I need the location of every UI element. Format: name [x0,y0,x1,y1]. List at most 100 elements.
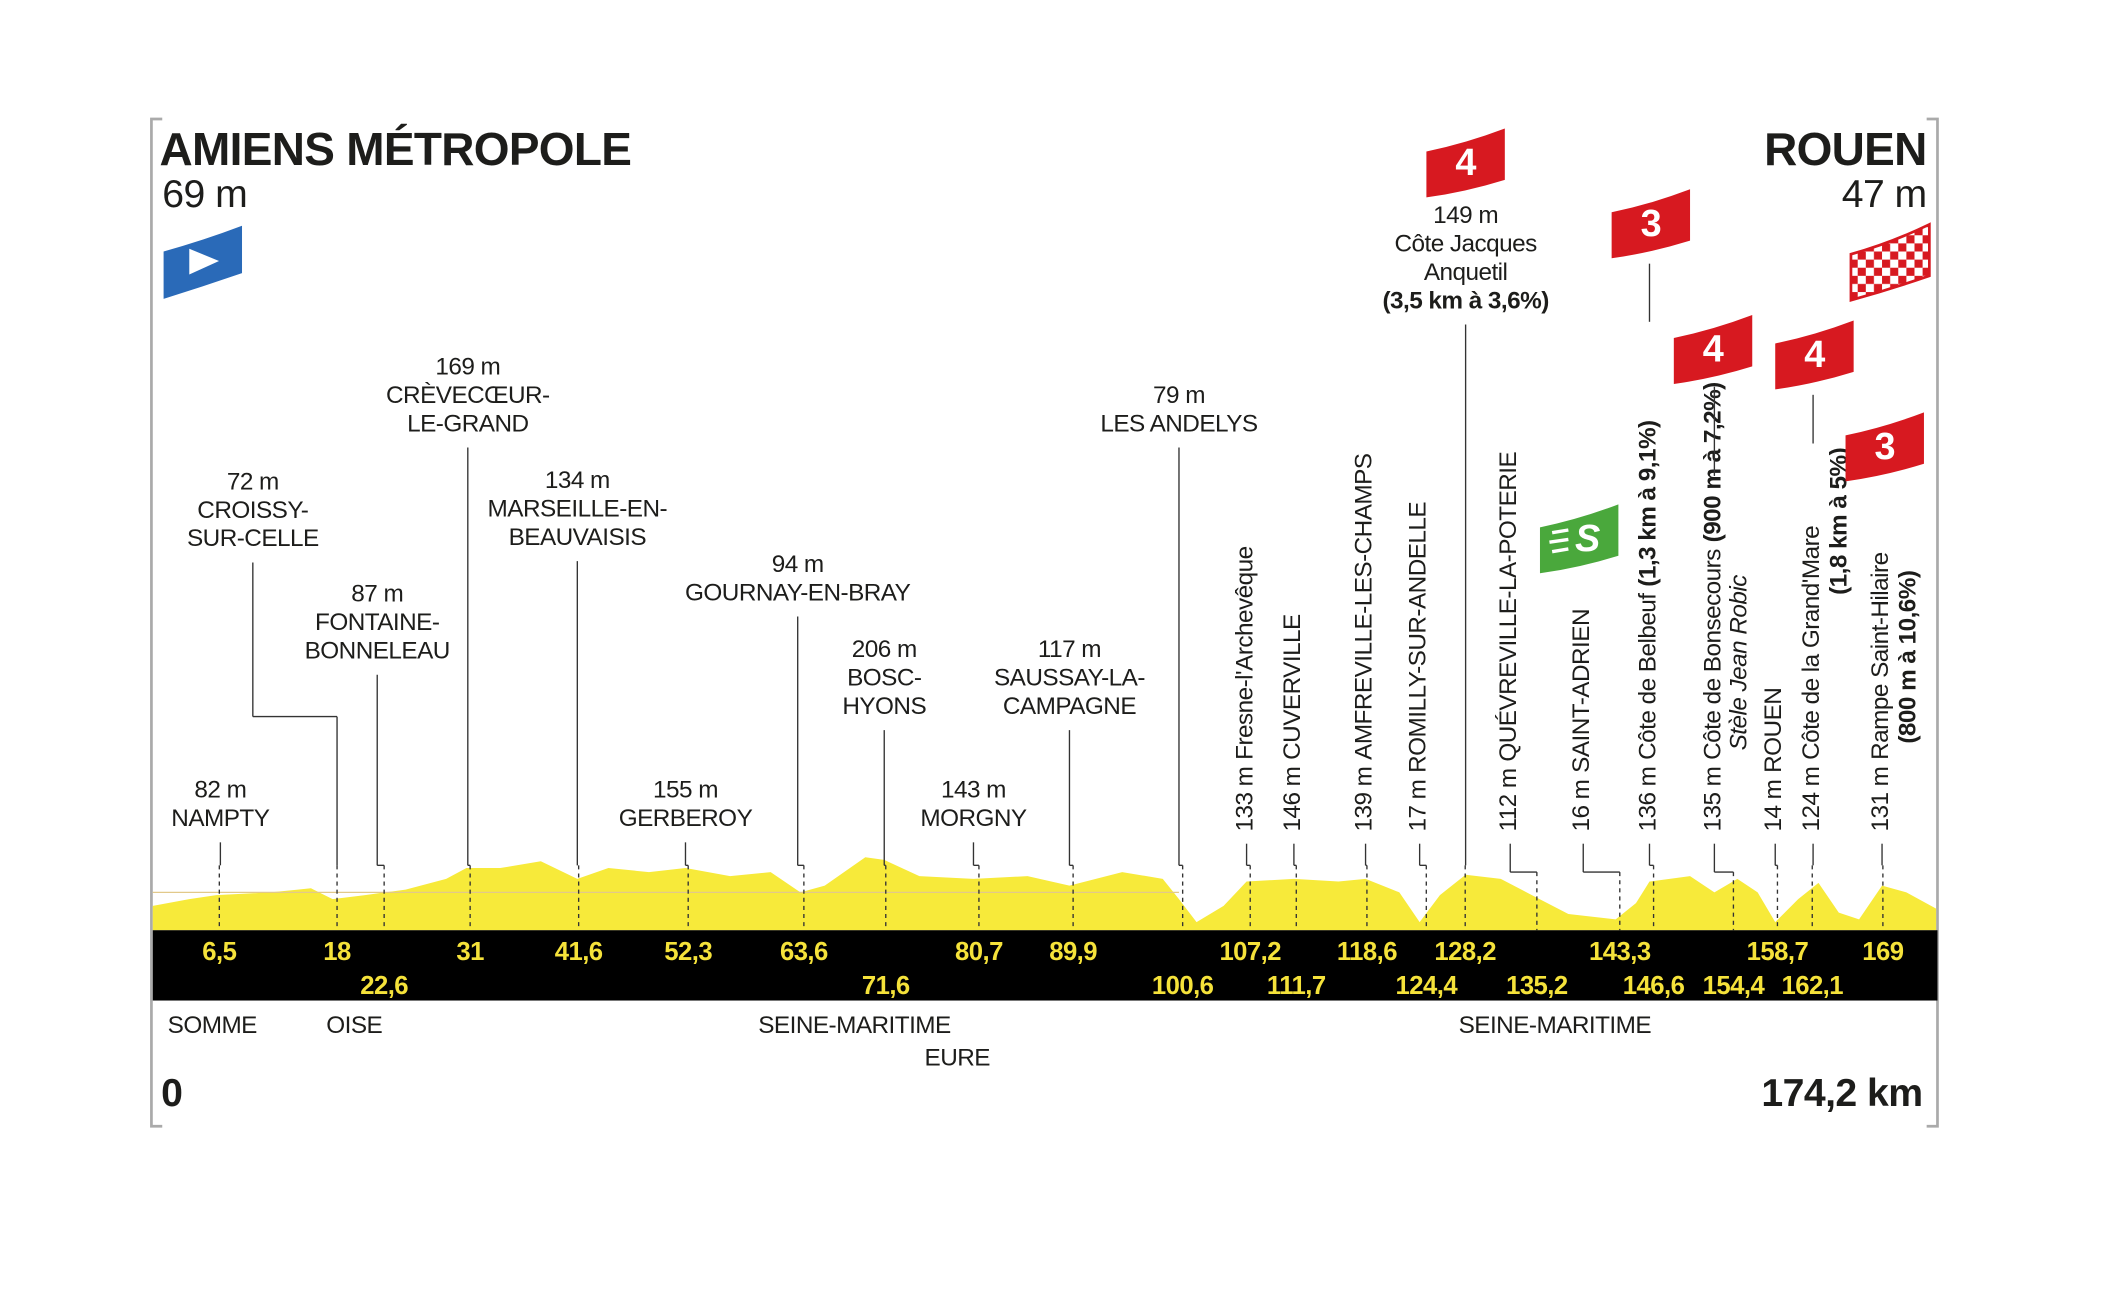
waypoint-altitude: 135 m [1700,767,1727,832]
waypoint-label: 146 m CUVERVILLE [1279,614,1306,832]
waypoint-name: ROUEN [1761,688,1788,773]
waypoint-name: BONNELEAU [305,637,450,664]
vertical-label: 136 m Côte de Belbeuf (1,3 km à 9,1%) [1635,420,1662,831]
waypoint-name: Fresne-l'Archevêque [1232,546,1259,759]
badge-flag [1611,189,1691,259]
vertical-label: 124 mCôte de la Grand'Mare(1,8 km à 5%) [1799,448,1853,832]
badge-label: S [1575,518,1600,560]
waypoint-altitude: 112 m [1496,768,1523,831]
waypoint-name: Côte de Bonsecours [1700,549,1727,760]
start-flag [163,225,243,299]
climb-badge: 4 [1775,320,1854,390]
waypoint-altitude: 17 m [1405,780,1432,832]
vertical-label: 146 m CUVERVILLE [1279,614,1306,832]
waypoint-name: Côte de la Grand'Mare [1799,526,1826,760]
badge-flag [1673,315,1753,384]
speed-line [1551,547,1569,554]
department-label: SEINE-MARITIME [758,1012,951,1039]
climb-detail: (3,5 km à 3,6%) [1382,287,1548,314]
vertical-label: 14 m ROUEN [1761,688,1788,832]
vertical-label: 133 m Fresne-l'Archevêque [1232,546,1259,831]
frame [150,117,1939,1128]
climb-detail: (900 m à 7,2%) [1700,382,1727,542]
vertical-label: 131 m Rampe Saint-Hilaire (800 m à 10,6%) [1867,552,1921,831]
department-label: OISE [326,1012,382,1039]
start-km: 0 [161,1072,182,1115]
waypoint-label: 17 m ROMILLY-SUR-ANDELLE [1405,502,1432,832]
km-label: 162,1 [1781,972,1843,1000]
badge-flag [1426,128,1505,198]
km-label: 169 [1862,938,1903,966]
climb-note: Stèle Jean Robic [1725,575,1752,751]
waypoint-label: 139 m AMFREVILLE-LES-CHAMPS [1351,453,1378,831]
waypoint-name: Côte de Belbeuf [1635,593,1662,760]
badge-flag [1845,412,1924,482]
waypoint-altitude: 133 m [1232,767,1259,832]
km-label: 71,6 [862,972,910,1000]
km-label: 100,6 [1152,972,1214,1000]
sprint-badge: S [1539,504,1619,574]
waypoint-altitude: 131 m [1867,767,1894,832]
waypoint-altitude: 206 m [852,636,917,663]
km-label: 124,4 [1396,972,1459,1000]
waypoint-name: HYONS [842,693,926,720]
waypoint-altitude: 117 m [1038,636,1101,663]
waypoint-altitude: 139 m [1351,767,1378,832]
waypoint-altitude: 143 m [941,777,1006,804]
vertical-label: 139 m AMFREVILLE-LES-CHAMPS [1351,453,1378,831]
speed-line [1549,537,1569,544]
waypoint-label: 14 m ROUEN [1761,688,1788,832]
waypoint-altitude: 149 m [1433,202,1498,229]
km-label: 158,7 [1747,938,1809,966]
waypoint-altitude: 136 m [1635,767,1662,832]
km-band [152,930,1938,1001]
badge-label: 3 [1641,203,1662,245]
waypoint-name: SUR-CELLE [187,525,319,552]
waypoint-altitude: 146 m [1279,767,1306,832]
waypoint-label: 135 m Côte de Bonsecours (900 m à 7,2%) [1700,382,1727,831]
km-label: 107,2 [1219,938,1281,966]
km-label: 18 [323,938,351,966]
badge-label: 4 [1703,329,1724,371]
waypoint-label: 131 m Rampe Saint-Hilaire [1867,552,1894,831]
department-label: EURE [925,1044,991,1071]
waypoint-altitude: 72 m [227,468,279,495]
km-label: 154,4 [1703,972,1766,1000]
climb-badge: 4 [1673,315,1753,384]
waypoint-name: GOURNAY-EN-BRAY [685,579,911,606]
finish-flag [1849,222,1931,302]
vertical-label: 17 m ROMILLY-SUR-ANDELLE [1405,502,1432,832]
km-label: 41,6 [555,938,603,966]
elevation-profile [152,857,1937,931]
waypoint-name: AMFREVILLE-LES-CHAMPS [1351,453,1378,760]
waypoint-name: SAINT-ADRIEN [1569,609,1596,773]
waypoint-name: MORGNY [920,805,1027,832]
km-label: 128,2 [1434,938,1496,966]
waypoint-name: CRÈVECŒUR- [386,382,550,409]
climb-detail: (1,3 km à 9,1%) [1635,420,1662,586]
km-label: 6,5 [202,938,236,966]
waypoint-name: CAMPAGNE [1003,693,1136,720]
waypoint-name: LE-GRAND [407,410,528,437]
waypoint-altitude: 14 m [1761,780,1788,832]
vertical-label: 135 m Côte de Bonsecours (900 m à 7,2%) Stè… [1700,382,1753,831]
waypoint-label: 133 m Fresne-l'Archevêque [1232,546,1259,831]
waypoint-name: MARSEILLE-EN- [488,495,668,522]
finish-altitude: 47 m [1842,173,1927,216]
start-altitude: 69 m [162,173,247,216]
waypoint-name: QUÉVREVILLE-LA-POTERIE [1496,451,1523,761]
waypoint-label: 112 m QUÉVREVILLE-LA-POTERIE [1496,451,1523,831]
waypoint-name: Côte Jacques [1394,231,1537,258]
waypoint-name: CROISSY- [197,497,308,524]
climb-badge: 3 [1611,189,1691,259]
waypoint-altitude: 169 m [435,354,500,381]
km-label: 135,2 [1506,972,1568,1000]
badge-flag [1775,320,1854,390]
km-label: 143,3 [1589,938,1651,966]
waypoint-name: CUVERVILLE [1279,614,1306,760]
waypoint-altitude: 87 m [351,581,403,608]
km-label: 52,3 [664,938,712,966]
km-label: 118,6 [1337,938,1397,966]
climb-badge: 4 [1426,128,1505,198]
